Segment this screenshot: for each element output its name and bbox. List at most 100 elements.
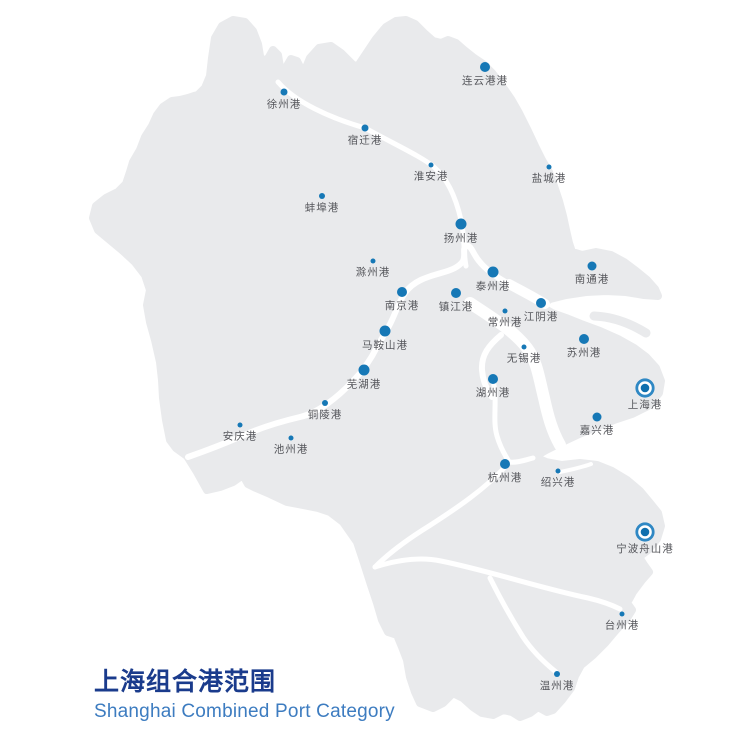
port-marker: 徐州港 xyxy=(267,88,302,111)
port-label: 泰州港 xyxy=(476,280,511,293)
port-dot-icon xyxy=(536,298,546,308)
port-marker: 宿迁港 xyxy=(348,124,383,147)
port-label: 江阴港 xyxy=(524,311,559,323)
river-line xyxy=(487,575,559,675)
port-marker: 芜湖港 xyxy=(347,364,382,391)
port-label: 盐城港 xyxy=(532,172,567,185)
port-marker: 杭州港 xyxy=(488,459,523,484)
port-marker: 盐城港 xyxy=(532,164,567,185)
port-marker: 宁波舟山港 xyxy=(616,522,674,555)
port-label: 常州港 xyxy=(488,316,523,329)
port-dot-icon xyxy=(500,459,510,469)
port-dot-icon xyxy=(579,334,589,344)
port-marker: 蚌埠港 xyxy=(305,193,340,214)
port-dot-icon xyxy=(455,218,467,230)
land-shape xyxy=(89,16,665,721)
port-dot-icon xyxy=(502,308,508,314)
port-dot-icon xyxy=(361,124,369,132)
port-marker: 嘉兴港 xyxy=(580,412,615,437)
port-marker: 上海港 xyxy=(628,378,663,411)
port-label: 芜湖港 xyxy=(347,378,382,391)
port-marker: 连云港港 xyxy=(462,62,508,87)
port-label: 苏州港 xyxy=(567,346,602,359)
port-marker: 扬州港 xyxy=(444,218,479,245)
port-label: 上海港 xyxy=(628,398,663,411)
port-dot-icon xyxy=(237,422,243,428)
port-dot-icon xyxy=(280,88,288,96)
port-marker: 温州港 xyxy=(540,671,575,692)
port-marker: 绍兴港 xyxy=(541,468,576,489)
river-line xyxy=(478,332,504,400)
port-dot-icon xyxy=(480,62,490,72)
port-marker: 苏州港 xyxy=(567,334,602,359)
major-port-dot-icon xyxy=(640,383,650,393)
port-label: 台州港 xyxy=(605,619,640,632)
port-dot-icon xyxy=(322,400,328,406)
port-label: 镇江港 xyxy=(439,300,474,313)
port-label: 温州港 xyxy=(540,680,575,692)
port-dot-icon xyxy=(370,258,376,264)
port-dot-icon xyxy=(379,325,391,337)
port-marker: 铜陵港 xyxy=(308,400,343,421)
river-line xyxy=(372,556,623,612)
port-marker: 马鞍山港 xyxy=(362,325,408,352)
port-marker: 无锡港 xyxy=(507,344,542,365)
map-title-zh: 上海组合港范围 xyxy=(94,668,277,696)
port-marker: 滁州港 xyxy=(356,258,391,279)
port-dot-icon xyxy=(358,364,370,376)
port-label: 绍兴港 xyxy=(541,476,576,489)
port-marker: 江阴港 xyxy=(524,298,559,323)
port-label: 南通港 xyxy=(575,273,610,286)
port-label: 徐州港 xyxy=(267,98,302,111)
port-label: 杭州港 xyxy=(488,471,523,484)
major-port-dot-icon xyxy=(640,527,650,537)
port-label: 滁州港 xyxy=(356,266,391,279)
map-subtitle-en: Shanghai Combined Port Category xyxy=(94,700,395,722)
port-dot-icon xyxy=(619,611,625,617)
chongming-island-shape xyxy=(589,311,651,338)
port-label: 宿迁港 xyxy=(348,134,383,147)
port-dot-icon xyxy=(592,412,602,422)
port-label: 连云港港 xyxy=(462,74,508,87)
port-dot-icon xyxy=(587,261,597,271)
port-marker: 池州港 xyxy=(274,435,309,456)
port-label: 湖州港 xyxy=(476,387,511,399)
port-marker: 安庆港 xyxy=(223,422,258,443)
river-line xyxy=(558,462,593,474)
port-marker: 湖州港 xyxy=(476,374,511,399)
port-marker: 南京港 xyxy=(385,287,420,312)
port-dot-icon xyxy=(487,266,499,278)
port-label: 池州港 xyxy=(274,443,309,456)
port-dot-icon xyxy=(319,193,325,199)
river-line xyxy=(490,378,536,465)
port-label: 铜陵港 xyxy=(308,409,343,421)
port-label: 宁波舟山港 xyxy=(616,542,674,555)
port-marker: 镇江港 xyxy=(439,288,474,313)
port-label: 蚌埠港 xyxy=(305,201,340,214)
port-label: 无锡港 xyxy=(507,352,542,365)
port-dot-icon xyxy=(546,164,552,170)
port-label: 南京港 xyxy=(385,299,420,312)
port-label: 安庆港 xyxy=(223,430,258,443)
port-dot-icon xyxy=(397,287,407,297)
port-marker: 台州港 xyxy=(605,611,640,632)
port-dot-icon xyxy=(521,344,527,350)
port-marker: 淮安港 xyxy=(414,162,449,183)
port-dot-icon xyxy=(555,468,561,474)
port-dot-icon xyxy=(554,671,560,677)
port-dot-icon xyxy=(488,374,498,384)
port-marker: 泰州港 xyxy=(476,266,511,293)
port-dot-icon xyxy=(451,288,461,298)
port-label: 扬州港 xyxy=(444,232,479,245)
port-label: 淮安港 xyxy=(414,170,449,183)
river-line xyxy=(372,463,509,570)
map-legend: 上海组合港范围 Shanghai Combined Port Category xyxy=(94,668,395,723)
port-dot-icon xyxy=(428,162,434,168)
port-label: 马鞍山港 xyxy=(362,339,408,352)
port-marker: 南通港 xyxy=(575,261,610,286)
river-line xyxy=(464,297,566,451)
port-label: 嘉兴港 xyxy=(580,424,615,437)
